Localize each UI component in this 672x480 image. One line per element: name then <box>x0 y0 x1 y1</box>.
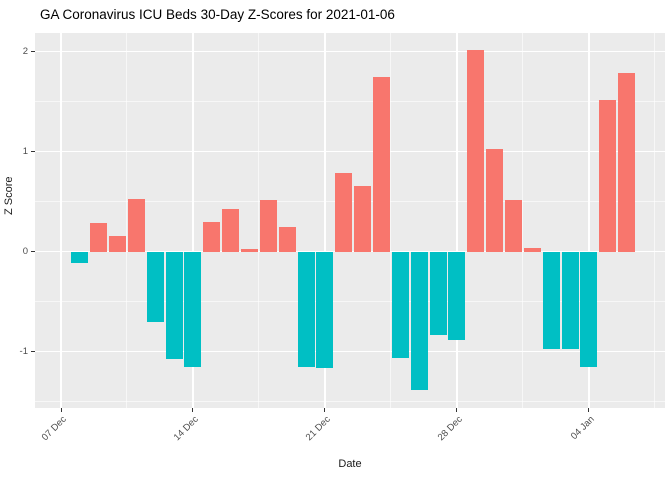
minor-gridline <box>522 33 524 408</box>
bar <box>146 251 164 322</box>
bar <box>71 251 89 263</box>
bar <box>618 72 636 252</box>
y-tick-mark <box>31 151 35 153</box>
minor-gridline <box>126 33 128 408</box>
bar <box>523 247 541 252</box>
bar <box>391 251 409 358</box>
bar <box>297 251 315 367</box>
minor-gridline <box>35 301 665 303</box>
bar <box>335 172 353 252</box>
bar <box>222 208 240 252</box>
plot-panel <box>35 33 665 408</box>
bar <box>165 251 183 359</box>
bar <box>580 251 598 367</box>
x-tick-label: 28 Dec <box>435 414 465 444</box>
bar <box>561 251 579 349</box>
y-tick-mark <box>31 51 35 53</box>
bar <box>127 198 145 252</box>
bar <box>259 199 277 252</box>
bar <box>448 251 466 340</box>
major-gridline <box>35 350 665 353</box>
bar <box>278 226 296 252</box>
y-tick-label: 2 <box>22 46 28 58</box>
x-tick-mark <box>192 408 194 412</box>
bar <box>373 76 391 252</box>
bar <box>354 185 372 252</box>
minor-gridline <box>654 33 656 408</box>
x-tick-label: 04 Jan <box>568 414 597 442</box>
bar <box>90 222 108 252</box>
major-gridline <box>60 33 62 408</box>
major-gridline <box>456 33 458 408</box>
x-axis-title: Date <box>338 458 362 470</box>
x-tick-mark <box>324 408 326 412</box>
y-axis-title: Z Score <box>3 176 15 215</box>
bar <box>203 221 221 252</box>
minor-gridline <box>35 401 665 403</box>
y-tick-label: -1 <box>19 346 28 358</box>
x-tick-label: 21 Dec <box>303 414 333 444</box>
bar <box>184 251 202 367</box>
minor-gridline <box>258 33 260 408</box>
y-tick-mark <box>31 251 35 253</box>
x-tick-label: 07 Dec <box>39 414 69 444</box>
major-gridline <box>324 33 326 408</box>
chart-title: GA Coronavirus ICU Beds 30-Day Z-Scores … <box>40 7 395 22</box>
y-tick-mark <box>31 351 35 353</box>
major-gridline <box>35 150 665 153</box>
bar <box>429 251 447 335</box>
bar <box>410 251 428 390</box>
bar <box>486 148 504 252</box>
bar <box>599 99 617 252</box>
major-gridline <box>192 33 194 408</box>
major-gridline <box>35 50 665 53</box>
y-tick-label: 0 <box>22 246 28 258</box>
major-gridline <box>35 250 665 253</box>
bar <box>542 251 560 349</box>
minor-gridline <box>35 101 665 103</box>
x-tick-mark <box>60 408 62 412</box>
major-gridline <box>588 33 590 408</box>
x-tick-label: 14 Dec <box>171 414 201 444</box>
bar <box>241 248 259 252</box>
y-tick-label: 1 <box>22 146 28 158</box>
bar <box>505 199 523 252</box>
bar <box>467 49 485 252</box>
minor-gridline <box>390 33 392 408</box>
x-tick-mark <box>456 408 458 412</box>
x-tick-mark <box>588 408 590 412</box>
bar <box>109 235 127 252</box>
bar <box>316 251 334 368</box>
